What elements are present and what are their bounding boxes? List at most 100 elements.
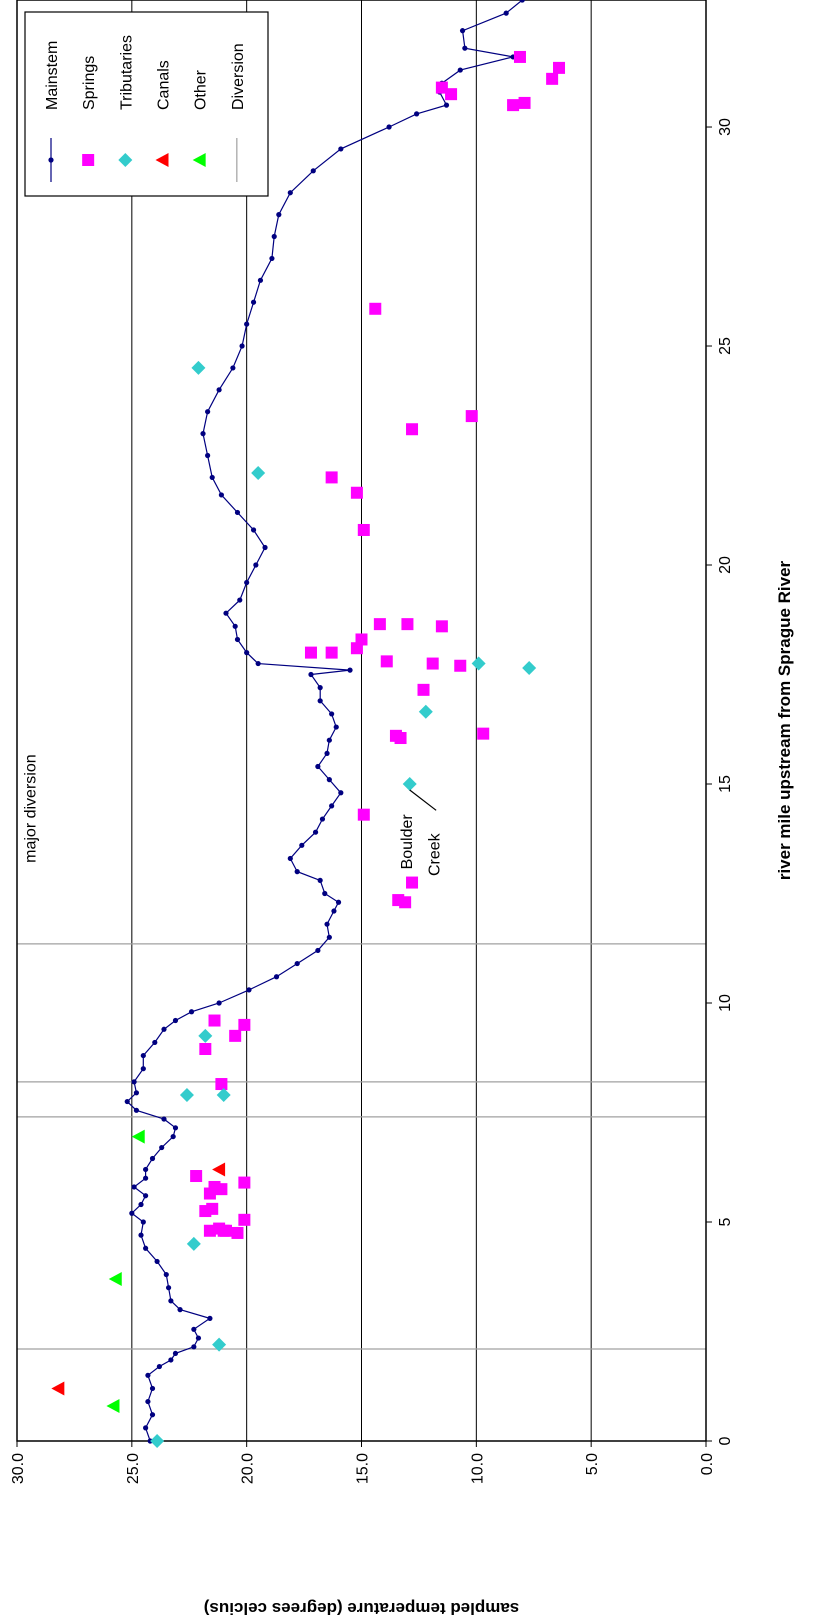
mainstem-point <box>143 1175 149 1181</box>
mainstem-point <box>310 168 316 174</box>
springs-point <box>208 1180 221 1193</box>
springs-point <box>546 72 559 85</box>
annotation-leader-line <box>409 789 437 811</box>
mainstem-point <box>149 1385 156 1392</box>
springs-point <box>445 88 458 101</box>
tributaries-point <box>212 1337 227 1352</box>
mainstem-point <box>317 698 323 704</box>
annotation-label: major diversion <box>22 754 39 862</box>
mainstem-point <box>156 1363 162 1370</box>
mainstem-point <box>207 1315 213 1321</box>
springs-point <box>373 618 386 631</box>
mainstem-point <box>335 899 342 905</box>
mainstem-point <box>205 452 211 459</box>
mainstem-point <box>287 190 293 196</box>
mainstem-point <box>329 711 335 717</box>
mainstem-point <box>218 492 225 498</box>
mainstem-point <box>347 667 353 673</box>
mainstem-point <box>152 1039 158 1046</box>
springs-point <box>231 1226 244 1239</box>
mainstem-point <box>386 124 392 130</box>
springs-point <box>406 876 419 889</box>
mainstem-point <box>324 921 330 927</box>
mainstem-point <box>276 212 282 218</box>
mainstem-point <box>230 365 236 371</box>
mainstem-point <box>319 816 326 822</box>
mainstem-point <box>262 544 268 551</box>
mainstem-point <box>443 102 450 108</box>
mainstem-point <box>255 660 261 667</box>
y-tick-label: 5.0 <box>584 1453 601 1475</box>
mainstem-point <box>159 1144 165 1151</box>
mainstem-point <box>140 1219 146 1225</box>
springs-point <box>477 727 490 740</box>
mainstem-point <box>138 1201 144 1208</box>
mainstem-point <box>161 1026 167 1032</box>
x-tick-label: 15 <box>717 775 734 793</box>
mainstem-point <box>503 10 509 16</box>
springs-point <box>229 1029 242 1042</box>
mainstem-point <box>244 321 250 327</box>
tributaries-point <box>251 466 266 481</box>
y-tick-label: 10.0 <box>469 1453 486 1484</box>
mainstem-point <box>165 1285 172 1291</box>
springs-point <box>417 683 430 696</box>
mainstem-point <box>250 299 257 305</box>
mainstem-point <box>154 1258 160 1265</box>
mainstem-point <box>338 146 344 152</box>
x-tick-label: 10 <box>717 994 734 1012</box>
legend-swatch <box>118 153 133 167</box>
legend-label: Diversion <box>230 43 247 110</box>
tributaries-point <box>191 360 206 375</box>
mainstem-point <box>271 233 277 240</box>
mainstem-point <box>308 671 314 678</box>
mainstem-point <box>239 343 245 349</box>
mainstem-point <box>244 650 250 656</box>
mainstem-point <box>191 1326 197 1332</box>
springs-point <box>454 659 467 672</box>
other-point <box>106 1398 120 1413</box>
springs-point <box>401 618 414 631</box>
y-tick-label: 15.0 <box>355 1453 372 1484</box>
tributaries-point <box>186 1236 201 1251</box>
x-tick-label: 5 <box>717 1217 734 1226</box>
mainstem-point <box>129 1210 135 1216</box>
tributaries-point <box>471 656 486 671</box>
mainstem-point <box>299 842 305 848</box>
mainstem-point <box>143 1245 149 1251</box>
other-point <box>108 1271 122 1286</box>
mainstem-point <box>124 1098 130 1105</box>
mainstem-point <box>338 790 344 796</box>
mainstem-point <box>191 1344 197 1350</box>
springs-point <box>355 633 368 646</box>
tributaries-point <box>522 660 537 675</box>
mainstem-point <box>232 623 238 629</box>
mainstem-point <box>168 1298 174 1304</box>
mainstem-point <box>519 0 525 3</box>
y-axis-title: sampled temperature (degrees celcius) <box>204 1599 520 1617</box>
mainstem-point <box>168 1357 174 1363</box>
springs-point <box>350 486 363 499</box>
mainstem-point <box>140 1052 146 1059</box>
x-tick-label: 20 <box>717 556 734 574</box>
springs-point <box>406 423 419 436</box>
springs-point <box>304 646 317 659</box>
springs-point <box>217 1224 230 1237</box>
y-tick-label: 25.0 <box>125 1453 142 1484</box>
mainstem-point <box>133 1107 140 1113</box>
mainstem-point <box>257 277 264 283</box>
mainstem-point <box>143 1166 149 1173</box>
springs-point <box>238 1018 251 1031</box>
mainstem-point <box>324 750 330 756</box>
springs-point <box>325 471 338 484</box>
mainstem-point <box>237 597 243 603</box>
legend-label: Tributaries <box>118 35 135 110</box>
mainstem-point <box>216 387 222 393</box>
mainstem-point <box>333 724 339 730</box>
mainstem-point <box>131 1184 137 1190</box>
springs-point <box>380 655 393 668</box>
x-axis-title: river mile upstream from Sprague River <box>775 560 794 880</box>
tributaries-point <box>150 1434 165 1448</box>
